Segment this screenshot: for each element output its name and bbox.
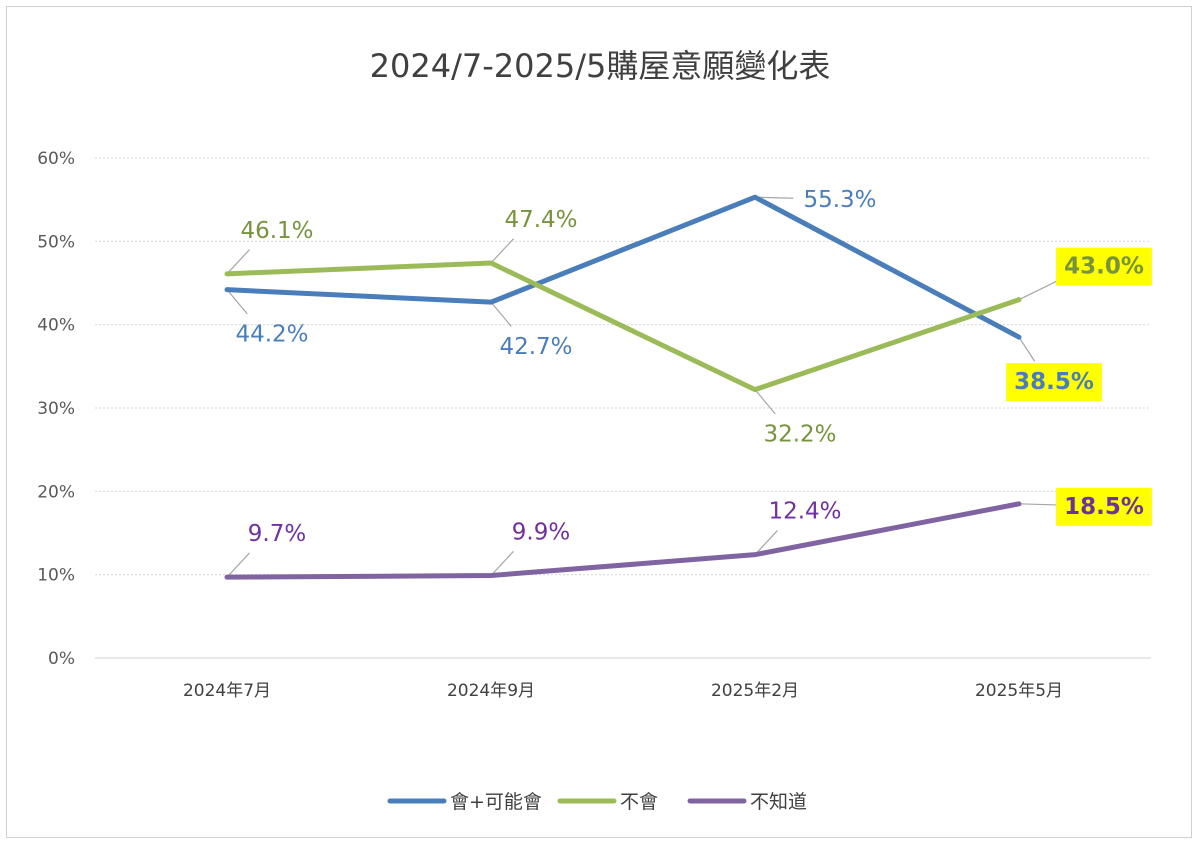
y-axis-ticks: 0% 10% 20% 30% 40% 50% 60% (37, 149, 75, 669)
x-tick-label: 2025年5月 (975, 681, 1063, 701)
label-highlight (1006, 363, 1102, 402)
label-leader-line (226, 249, 250, 275)
y-tick-label: 10% (37, 566, 75, 586)
label-leader-line (490, 301, 512, 327)
y-tick-label: 60% (37, 149, 75, 169)
legend: 會+可能會 不會 不知道 (387, 791, 807, 813)
legend-label: 會+可能會 (450, 791, 542, 813)
label-leader-line (1018, 280, 1058, 301)
x-tick-label: 2024年9月 (447, 681, 535, 701)
legend-item: 會+可能會 (387, 791, 542, 813)
data-label: 18.5% (1064, 494, 1144, 520)
y-tick-label: 50% (37, 232, 75, 252)
data-label: 55.3% (803, 187, 876, 213)
label-leader-line (754, 196, 794, 199)
y-tick-label: 30% (37, 399, 75, 419)
series-line (224, 260, 1022, 393)
label-highlight (1056, 247, 1152, 286)
x-tick-label: 2025年2月 (711, 681, 799, 701)
label-leader-line (754, 389, 776, 415)
label-leader-line (1018, 503, 1058, 506)
data-label: 9.7% (248, 521, 306, 547)
data-label: 47.4% (504, 207, 577, 233)
data-label: 46.1% (240, 218, 313, 244)
x-tick-label: 2024年7月 (183, 681, 271, 701)
x-axis-ticks: 2024年7月 2024年9月 2025年2月 2025年5月 (183, 681, 1063, 701)
line-chart: 2024/7-2025/5購屋意願變化表 0% 10% 20% 30% 40% 50% 60… (37, 47, 1152, 813)
legend-item: 不會 (557, 791, 658, 813)
data-label: 38.5% (1014, 369, 1094, 395)
label-leader-line (754, 530, 778, 556)
series-lines (224, 194, 1022, 580)
label-leader-line (226, 289, 248, 315)
data-label: 32.2% (763, 422, 836, 448)
y-tick-label: 40% (37, 316, 75, 336)
legend-item: 不知道 (687, 791, 807, 813)
label-highlight (1056, 487, 1152, 526)
data-label: 9.9% (512, 520, 570, 546)
data-labels: 44.2% 42.7% 55.3% 38.5% 46.1% 47.4% 32.2% 43.0%… (235, 187, 1152, 547)
chart-frame: 2024/7-2025/5購屋意願變化表 0% 10% 20% 30% 40% 50% 60… (6, 6, 1192, 838)
label-leader-lines (226, 196, 1058, 578)
data-label: 12.4% (768, 499, 841, 525)
legend-label: 不知道 (750, 791, 807, 813)
y-tick-label: 20% (37, 482, 75, 502)
label-leader-line (1018, 336, 1036, 362)
series-line (224, 194, 1022, 340)
label-leader-line (490, 238, 514, 264)
series-line (224, 501, 1022, 580)
data-label: 43.0% (1064, 254, 1144, 280)
legend-label: 不會 (620, 791, 658, 813)
data-label: 44.2% (235, 322, 308, 348)
label-leader-line (490, 550, 514, 576)
label-leader-line (226, 552, 250, 578)
chart-title: 2024/7-2025/5購屋意願變化表 (370, 47, 831, 85)
y-tick-label: 0% (48, 649, 75, 669)
data-label: 42.7% (499, 334, 572, 360)
